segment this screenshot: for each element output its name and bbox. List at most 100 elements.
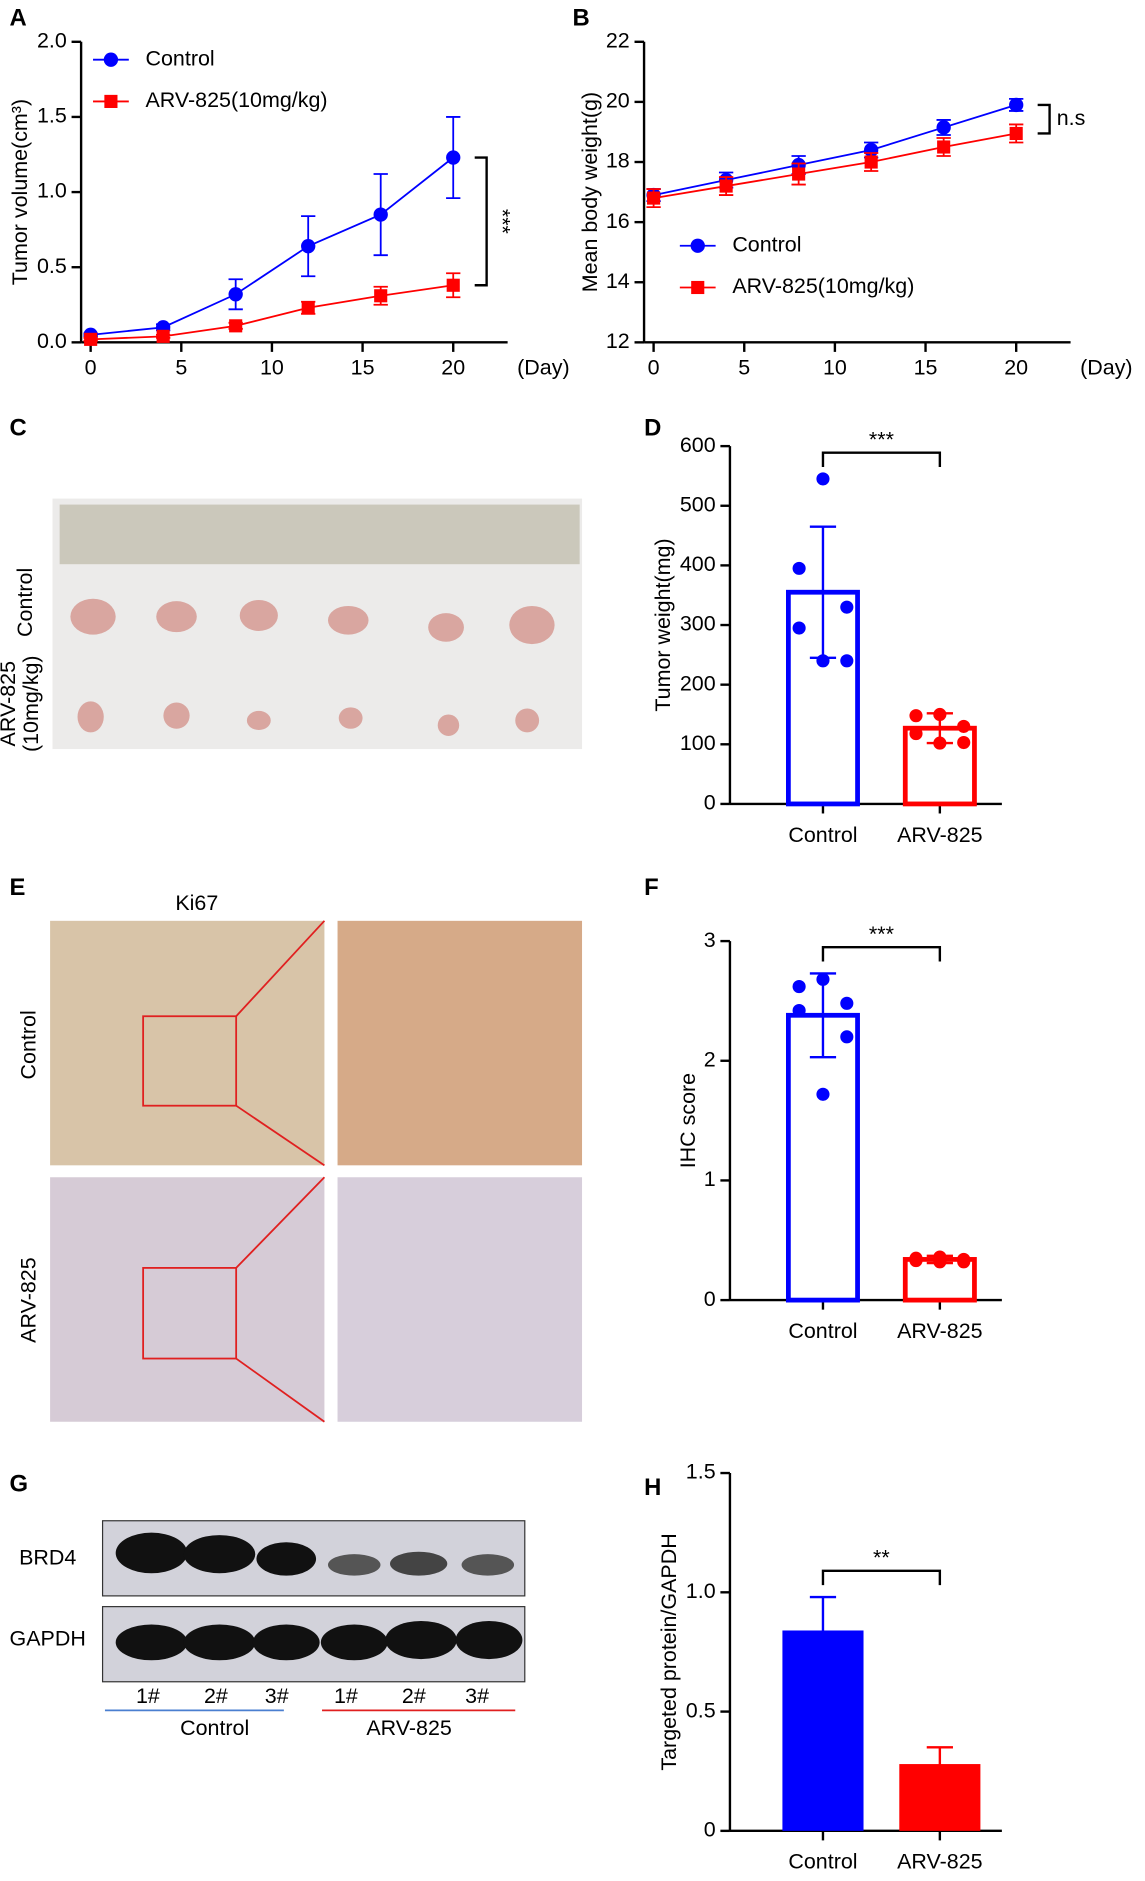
marker <box>1009 126 1023 141</box>
x-tick-label: 5 <box>738 355 750 379</box>
group-label: Control <box>180 1716 249 1740</box>
data-point <box>957 719 971 733</box>
error-bar <box>809 1595 837 1666</box>
significance-label: ** <box>873 1546 890 1570</box>
marker <box>373 207 388 222</box>
ruler <box>59 504 580 565</box>
data-point <box>840 996 854 1010</box>
marker <box>446 278 460 292</box>
panel-letter: B <box>572 4 589 31</box>
marker <box>84 332 98 346</box>
y-tick-label: 1 <box>704 1167 716 1191</box>
y-tick-label: 1.5 <box>37 104 67 128</box>
x-tick-label: 5 <box>175 355 187 379</box>
bar <box>785 1012 860 1303</box>
x-tick-label: 15 <box>351 355 375 379</box>
significance-label: n.s <box>1057 106 1086 130</box>
ihc-image <box>50 920 325 1166</box>
marker <box>1009 97 1024 113</box>
data-point <box>792 980 806 994</box>
error-bar <box>926 1746 953 1782</box>
y-tick-label: 1.0 <box>686 1579 716 1603</box>
y-axis-title: Tumor weight(mg) <box>651 538 675 711</box>
protein-label: GAPDH <box>10 1627 86 1651</box>
legend-marker <box>104 94 118 108</box>
lane-label: 1# <box>136 1684 160 1708</box>
data-point <box>792 1003 806 1018</box>
y-axis-title: Mean body weight(g) <box>578 92 602 292</box>
x-tick-label: 20 <box>1004 355 1028 379</box>
lane-label: 2# <box>204 1684 228 1708</box>
protein-label: BRD4 <box>19 1546 76 1570</box>
panel-letter: E <box>10 874 26 901</box>
series-line <box>653 104 1017 196</box>
y-tick-label: 22 <box>606 28 630 52</box>
significance-label: *** <box>869 922 895 946</box>
significance-bracket <box>821 1569 942 1586</box>
y-tick-label: 600 <box>680 433 716 457</box>
data-point <box>840 1030 854 1044</box>
x-tick-label: 15 <box>914 355 938 379</box>
y-tick-label: 0 <box>704 791 716 815</box>
panel-letter: C <box>10 415 27 442</box>
y-tick-label: 0 <box>704 1818 716 1842</box>
row-label: Control <box>16 1010 40 1079</box>
data-point <box>933 1255 947 1269</box>
data-point <box>933 707 947 722</box>
series-line <box>90 156 454 336</box>
significance-bracket <box>821 451 942 467</box>
marker <box>156 329 170 343</box>
x-tick-label: 20 <box>441 355 465 379</box>
marker <box>229 319 243 333</box>
data-point <box>816 654 830 668</box>
legend-label: ARV-825(10mg/kg) <box>732 274 914 298</box>
marker <box>301 301 315 315</box>
row-label: (10mg/kg) <box>19 655 43 752</box>
data-point <box>933 736 947 750</box>
panel-letter: A <box>10 4 27 31</box>
x-tick-label: ARV-825 <box>897 823 983 847</box>
y-tick-label: 0.5 <box>686 1698 716 1722</box>
y-tick-label: 20 <box>606 89 630 113</box>
row-label: Control <box>13 568 37 637</box>
y-tick-label: 300 <box>680 612 716 636</box>
x-tick-label: Control <box>788 1850 857 1874</box>
x-axis-title: (Day) <box>1080 355 1132 379</box>
marker <box>719 179 733 193</box>
ihc-image <box>337 920 583 1166</box>
data-point <box>816 972 830 986</box>
y-tick-label: 0 <box>704 1287 716 1311</box>
x-tick-label: Control <box>788 823 857 847</box>
y-tick-label: 3 <box>704 928 716 952</box>
lane-label: 3# <box>465 1684 489 1708</box>
data-point <box>840 600 854 614</box>
legend-label: Control <box>146 46 215 70</box>
panel-letter: H <box>644 1474 661 1501</box>
legend-marker <box>690 238 705 253</box>
y-axis-title: Tumor volume(cm³) <box>8 99 32 285</box>
data-point <box>792 621 806 635</box>
series-line <box>653 132 1017 199</box>
data-point <box>792 561 806 575</box>
data-point <box>909 727 923 741</box>
x-tick-label: 10 <box>260 355 284 379</box>
legend-label: ARV-825(10mg/kg) <box>146 88 328 112</box>
data-point <box>957 1255 971 1269</box>
y-tick-label: 1.5 <box>686 1460 716 1484</box>
zoom-box <box>142 920 326 1423</box>
y-tick-label: 2.0 <box>37 28 67 52</box>
y-tick-label: 1.0 <box>37 179 67 203</box>
significance-bracket <box>821 945 942 962</box>
ihc-image <box>337 1177 583 1422</box>
y-tick-label: 2 <box>704 1047 716 1071</box>
x-axis-title: (Day) <box>517 355 569 379</box>
x-tick-label: 0 <box>648 355 660 379</box>
marker <box>864 155 878 169</box>
marker <box>301 239 316 254</box>
y-tick-label: 100 <box>680 731 716 755</box>
significance-bracket <box>474 156 488 287</box>
legend-label: Control <box>732 232 801 256</box>
significance-label: *** <box>490 209 514 235</box>
stain-label: Ki67 <box>175 891 218 915</box>
data-point <box>840 654 854 668</box>
